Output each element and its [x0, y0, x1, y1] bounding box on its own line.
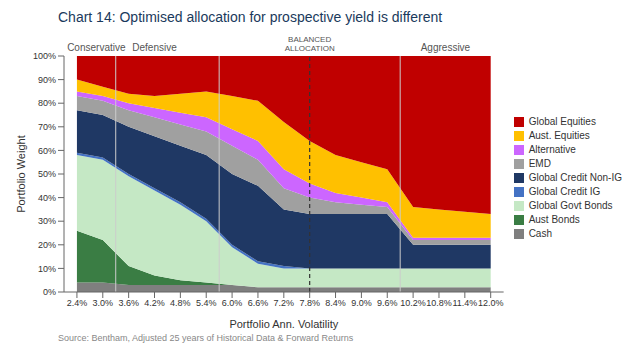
- svg-text:5.4%: 5.4%: [196, 298, 217, 308]
- svg-text:50%: 50%: [38, 169, 56, 179]
- svg-text:7.2%: 7.2%: [274, 298, 295, 308]
- html-text:Source: Bentham, Adjusted 25 y: Source: Bentham, Adjusted 25 years of Hi…: [58, 333, 354, 343]
- html-text:Aust. Equities: Aust. Equities: [528, 130, 590, 141]
- svg-text:9.6%: 9.6%: [377, 298, 398, 308]
- svg-text:4.8%: 4.8%: [170, 298, 191, 308]
- svg-text:0%: 0%: [43, 287, 56, 297]
- svg-text:60%: 60%: [38, 146, 56, 156]
- svg-text:Portfolio Ann. Volatility: Portfolio Ann. Volatility: [229, 318, 338, 330]
- svg-text:6.0%: 6.0%: [222, 298, 243, 308]
- svg-text:6.6%: 6.6%: [248, 298, 269, 308]
- svg-text:10.8%: 10.8%: [426, 298, 452, 308]
- svg-text:80%: 80%: [38, 98, 56, 108]
- svg-text:7.8%: 7.8%: [299, 298, 320, 308]
- svg-text:100%: 100%: [33, 51, 56, 61]
- svg-text:11.4%: 11.4%: [452, 298, 477, 308]
- svg-text:8.4%: 8.4%: [325, 298, 346, 308]
- svg-text:4.2%: 4.2%: [144, 298, 165, 308]
- svg-text:10%: 10%: [38, 264, 56, 274]
- svg-text:Aggressive: Aggressive: [421, 42, 471, 53]
- svg-text:2.4%: 2.4%: [67, 298, 88, 308]
- svg-text:12.0%: 12.0%: [478, 298, 504, 308]
- html-text:Chart 14: Optimised allocation: Chart 14: Optimised allocation for prosp…: [58, 9, 443, 25]
- svg-text:40%: 40%: [38, 193, 56, 203]
- svg-text:Portfolio Weight: Portfolio Weight: [15, 135, 27, 212]
- svg-text:9.0%: 9.0%: [351, 298, 372, 308]
- svg-text:30%: 30%: [38, 216, 56, 226]
- html-text:Global Credit Non-IG: Global Credit Non-IG: [528, 172, 622, 183]
- html-text:EMD: EMD: [528, 158, 551, 169]
- html-text:Global Govt Bonds: Global Govt Bonds: [528, 200, 613, 211]
- svg-text:10.2%: 10.2%: [400, 298, 426, 308]
- html-text:Global Equities: Global Equities: [528, 116, 596, 127]
- html-text:Alternative: Alternative: [528, 144, 576, 155]
- html-text:Aust Bonds: Aust Bonds: [528, 214, 580, 225]
- svg-text:3.6%: 3.6%: [118, 298, 139, 308]
- svg-text:20%: 20%: [38, 240, 56, 250]
- svg-text:Defensive: Defensive: [132, 42, 177, 53]
- html-text:Cash: Cash: [528, 228, 552, 239]
- svg-text:3.0%: 3.0%: [93, 298, 114, 308]
- html-text:Global Credit IG: Global Credit IG: [528, 186, 601, 197]
- svg-text:BALANCEDALLOCATION: BALANCEDALLOCATION: [285, 35, 335, 53]
- svg-text:Conservative: Conservative: [67, 42, 126, 53]
- svg-text:70%: 70%: [38, 122, 56, 132]
- svg-text:90%: 90%: [38, 75, 56, 85]
